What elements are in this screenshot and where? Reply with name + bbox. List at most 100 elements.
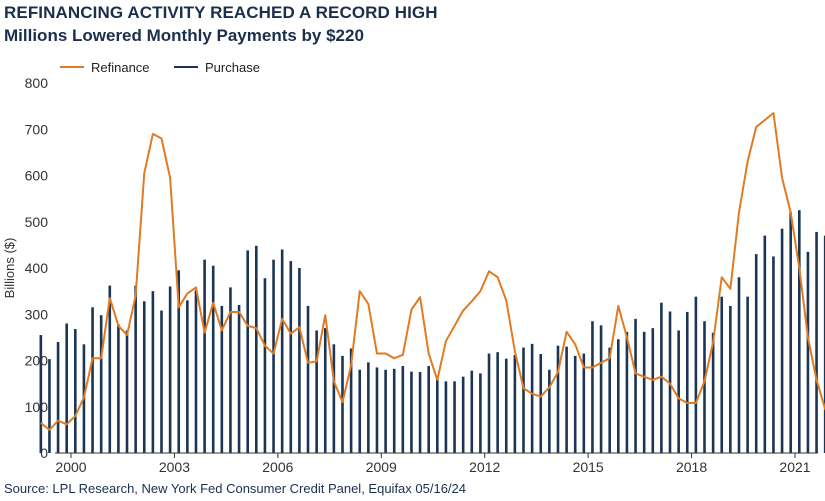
legend-label-purchase: Purchase xyxy=(205,60,260,75)
purchase-bar xyxy=(48,359,51,453)
y-tick-label: 0 xyxy=(40,445,48,461)
purchase-bar xyxy=(323,328,327,454)
purchase-bar xyxy=(573,355,577,454)
purchase-bar xyxy=(332,344,336,453)
x-tick-label: 2021 xyxy=(779,459,810,475)
purchase-bar xyxy=(513,354,517,453)
purchase-bar xyxy=(203,259,206,453)
y-tick-label: 500 xyxy=(25,214,49,230)
y-tick-label: 600 xyxy=(25,168,49,184)
purchase-bar xyxy=(582,353,586,453)
purchase-bar xyxy=(522,347,525,453)
y-tick-label: 200 xyxy=(25,353,49,369)
x-tick-label: 2018 xyxy=(676,459,707,475)
purchase-bar xyxy=(608,347,611,453)
purchase-bar xyxy=(668,311,672,453)
purchase-bar xyxy=(255,245,258,453)
purchase-bar xyxy=(108,285,112,453)
purchase-bar xyxy=(625,331,629,453)
purchase-bar xyxy=(315,330,318,453)
y-tick-label: 700 xyxy=(25,121,49,137)
y-tick-label: 400 xyxy=(25,260,49,276)
legend-label-refinance: Refinance xyxy=(91,60,150,75)
purchase-bar xyxy=(74,329,77,453)
x-tick-label: 2000 xyxy=(55,459,86,475)
purchase-bar xyxy=(358,369,362,453)
purchase-bar xyxy=(496,352,499,453)
x-tick-label: 2006 xyxy=(262,459,293,475)
purchase-bars xyxy=(39,210,825,454)
purchase-bar xyxy=(125,330,129,453)
purchase-bar xyxy=(754,254,758,454)
purchase-bar xyxy=(349,348,353,453)
purchase-bar xyxy=(186,300,189,454)
purchase-bar xyxy=(711,332,715,453)
x-tick-label: 2012 xyxy=(469,459,500,475)
purchase-bar xyxy=(720,296,724,453)
purchase-bar xyxy=(548,369,551,453)
purchase-bar xyxy=(470,370,474,453)
purchase-bar xyxy=(65,323,68,453)
purchase-bar xyxy=(685,311,689,453)
x-axis-ticks: 2000 2003 2006 2009 2012 2015 2018 2021 xyxy=(55,453,811,475)
purchase-bar xyxy=(617,339,620,453)
purchase-bar xyxy=(677,330,680,453)
purchase-bar xyxy=(177,270,181,453)
purchase-bar xyxy=(798,210,801,453)
purchase-bar xyxy=(99,315,103,453)
source-note: Source: LPL Research, New York Fed Consu… xyxy=(4,481,466,496)
purchase-bar xyxy=(341,355,344,454)
purchase-bar xyxy=(410,371,413,453)
purchase-bar xyxy=(367,362,370,453)
purchase-bar xyxy=(737,277,741,453)
purchase-bar xyxy=(436,379,439,453)
purchase-bar xyxy=(780,228,784,453)
purchase-bar xyxy=(823,235,825,454)
purchase-bar xyxy=(246,250,249,453)
purchase-bar xyxy=(504,358,508,453)
purchase-bar xyxy=(772,256,775,453)
purchase-bar xyxy=(789,212,792,453)
purchase-bar xyxy=(694,296,698,453)
purchase-bar xyxy=(642,331,646,453)
purchase-bar xyxy=(194,290,198,453)
purchase-bar xyxy=(91,307,94,453)
purchase-bar xyxy=(392,368,396,453)
y-tick-label: 800 xyxy=(25,75,49,91)
y-axis-ticks: 0 100 200 300 400 500 600 700 800 xyxy=(25,75,49,461)
purchase-bar xyxy=(39,335,43,453)
purchase-bar xyxy=(211,265,215,453)
purchase-bar xyxy=(384,369,387,453)
purchase-bar xyxy=(151,291,155,454)
purchase-bar xyxy=(160,310,163,453)
purchase-bar xyxy=(229,287,232,453)
purchase-bar xyxy=(539,354,543,453)
purchase-bar xyxy=(729,305,732,453)
purchase-bar xyxy=(763,235,767,454)
purchase-bar xyxy=(461,376,465,453)
purchase-bar xyxy=(556,345,560,453)
x-tick-label: 2009 xyxy=(366,459,397,475)
purchase-bar xyxy=(530,343,534,453)
purchase-bar xyxy=(427,366,430,453)
purchase-bar xyxy=(599,325,603,453)
purchase-bar xyxy=(306,305,310,453)
purchase-bar xyxy=(56,342,60,453)
purchase-bar xyxy=(565,346,568,454)
purchase-bar xyxy=(263,278,267,453)
chart-canvas: Refinance Purchase Billions ($) 01002003… xyxy=(2,60,825,475)
purchase-bar xyxy=(444,381,448,453)
purchase-bar xyxy=(117,324,120,453)
purchase-bar xyxy=(634,318,637,454)
purchase-bar xyxy=(142,301,146,453)
purchase-bar xyxy=(479,373,482,453)
x-tick-label: 2003 xyxy=(159,459,190,475)
purchase-bar xyxy=(591,321,594,453)
purchase-bar xyxy=(289,261,293,453)
y-tick-label: 300 xyxy=(25,306,49,322)
purchase-bar xyxy=(815,231,818,453)
y-tick-label: 100 xyxy=(25,399,49,415)
refinance-line xyxy=(40,112,825,431)
purchase-bar xyxy=(237,305,241,453)
x-tick-label: 2015 xyxy=(573,459,604,475)
